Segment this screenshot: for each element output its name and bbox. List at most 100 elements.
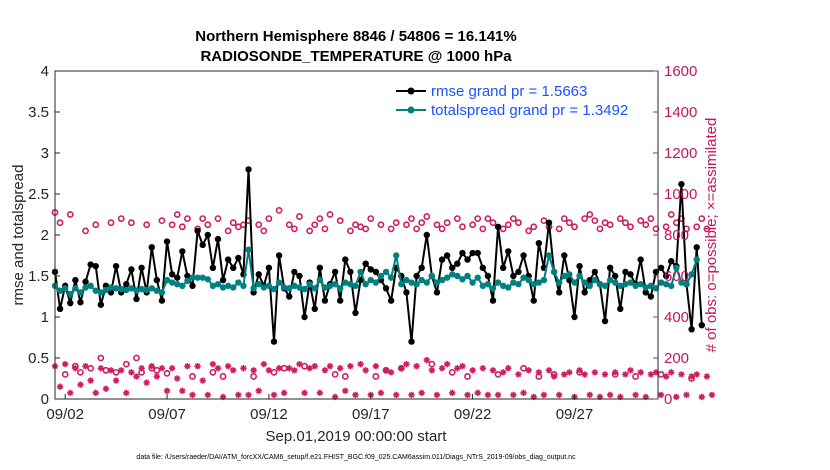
rmse-point <box>464 256 471 263</box>
obs-possible-point <box>107 219 115 227</box>
obs-assimilated-point <box>698 393 705 401</box>
obs-possible-point <box>133 354 140 362</box>
obs-assimilated-point <box>484 391 492 399</box>
obs-assimilated-point <box>662 373 670 380</box>
totalspread-point <box>301 285 308 293</box>
rmse-point <box>591 268 599 276</box>
totalspread-point <box>61 285 69 292</box>
obs-assimilated-point <box>92 389 99 397</box>
obs-assimilated-point <box>357 360 364 368</box>
obs-possible-point <box>499 225 507 233</box>
obs-possible-point <box>178 223 186 231</box>
rmse-point <box>387 297 395 304</box>
obs-assimilated-point <box>606 391 614 399</box>
y2-tick-label: 200 <box>664 350 689 367</box>
obs-assimilated-point <box>708 391 716 399</box>
rmse-point <box>255 271 262 278</box>
rmse-point <box>586 276 593 284</box>
obs-assimilated-point <box>168 365 176 372</box>
obs-possible-point <box>82 227 89 235</box>
obs-assimilated-point <box>118 367 125 374</box>
rmse-point <box>321 297 329 304</box>
obs-possible-point <box>61 370 69 378</box>
legend-spread-label: totalspread grand pr = 1.3492 <box>431 102 628 119</box>
rmse-point <box>515 268 522 276</box>
totalspread-point <box>459 276 466 283</box>
obs-possible-point <box>168 221 176 229</box>
rmse-point <box>158 297 166 304</box>
rmse-point <box>174 274 181 281</box>
obs-possible-point <box>698 215 706 222</box>
rmse-point <box>337 297 344 304</box>
totalspread-point <box>566 271 573 278</box>
obs-possible-point <box>392 219 400 227</box>
rmse-point <box>494 223 502 230</box>
totalspread-point <box>454 272 461 280</box>
obs-assimilated-point <box>596 393 604 401</box>
rmse-point <box>204 231 211 239</box>
y-tick-label: 4 <box>41 63 49 80</box>
rmse-point <box>301 313 308 321</box>
obs-assimilated-point <box>82 363 89 370</box>
obs-assimilated-point <box>158 365 166 372</box>
obs-possible-point <box>560 215 568 222</box>
obs-assimilated-point <box>56 383 64 390</box>
totalspread-point <box>56 287 64 294</box>
obs-assimilated-point <box>275 365 283 372</box>
x-tick-label: 09/27 <box>556 406 594 423</box>
totalspread-point <box>321 284 329 291</box>
obs-possible-point <box>581 215 589 222</box>
obs-assimilated-point <box>703 373 711 380</box>
obs-assimilated-point <box>525 367 532 374</box>
rmse-point <box>189 282 196 290</box>
totalspread-point <box>158 289 166 296</box>
obs-possible-point <box>525 227 533 235</box>
rmse-point <box>286 293 293 300</box>
obs-possible-point <box>489 219 497 227</box>
obs-possible-point <box>122 360 130 368</box>
y2-tick-label: 800 <box>664 227 689 244</box>
rmse-point <box>331 268 339 276</box>
totalspread-point <box>464 272 471 280</box>
x-tick-label: 09/12 <box>250 406 288 423</box>
obs-possible-point <box>316 215 324 222</box>
totalspread-point <box>250 285 257 292</box>
rmse-point <box>484 272 492 280</box>
rmse-point <box>352 309 359 317</box>
totalspread-point <box>484 281 492 288</box>
rmse-point <box>184 272 191 280</box>
totalspread-point <box>418 276 425 284</box>
totalspread-point <box>627 279 634 286</box>
totalspread-point <box>408 279 415 286</box>
obs-possible-point <box>346 227 354 235</box>
rmse-point <box>219 276 227 284</box>
obs-assimilated-point <box>443 360 451 368</box>
obs-assimilated-point <box>642 393 649 401</box>
obs-assimilated-point <box>693 371 700 378</box>
right-axis: 0 200 400 600 800 1000 1200 1400 1600 <box>653 63 697 408</box>
obs-assimilated-point <box>489 367 497 374</box>
obs-assimilated-point <box>438 365 446 372</box>
totalspread-point <box>387 274 395 281</box>
obs-possible-point <box>341 373 349 380</box>
obs-possible-point <box>275 206 283 214</box>
obs-assimilated-point <box>622 371 629 378</box>
totalspread-point <box>398 281 405 288</box>
obs-assimilated-point <box>219 393 227 401</box>
totalspread-point <box>474 274 481 281</box>
obs-assimilated-point <box>204 391 211 399</box>
obs-assimilated-point <box>403 360 410 368</box>
totalspread-point <box>586 282 593 290</box>
obs-assimilated-point <box>688 373 695 380</box>
obs-assimilated-point <box>657 391 665 399</box>
obs-possible-point <box>377 221 385 229</box>
totalspread-point <box>505 284 512 291</box>
obs-assimilated-point <box>515 371 522 378</box>
obs-assimilated-point <box>301 389 308 397</box>
obs-possible-point <box>408 215 415 222</box>
totalspread-point <box>102 286 110 294</box>
obs-assimilated-point <box>321 367 329 374</box>
obs-assimilated-point <box>555 391 563 399</box>
rmse-point <box>372 268 380 276</box>
